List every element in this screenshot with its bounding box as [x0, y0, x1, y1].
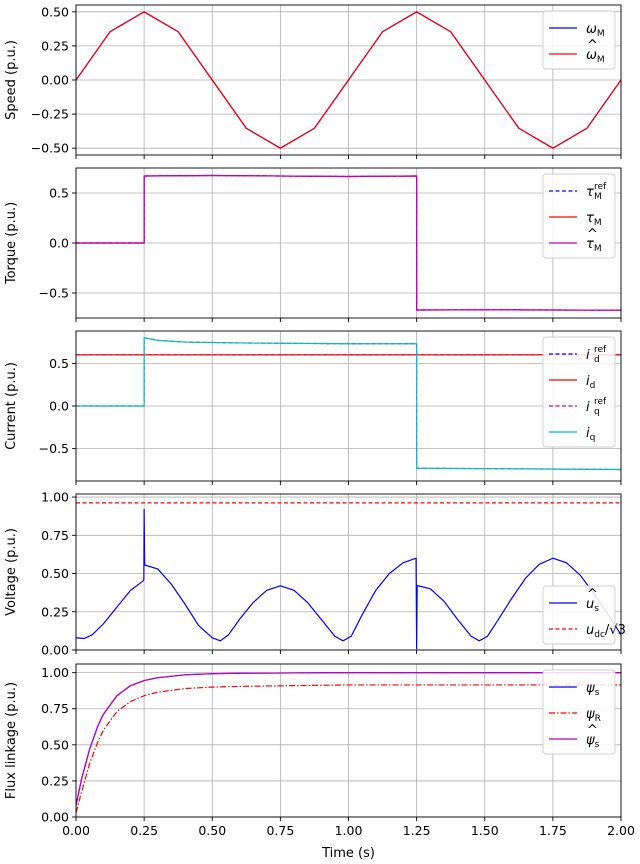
x-tick-label: 0.75 [266, 823, 294, 838]
subplot-5: 1.00 0.75 0.50 0.25 0.000.00 0.25 0.50 0.75 1.00… [4, 663, 635, 861]
y-tick-label: 0.50 [41, 4, 69, 19]
legend-entry-3: τM [586, 237, 602, 254]
legend-box [542, 173, 616, 259]
legend-entry-1: i ref d [586, 345, 607, 365]
y-axis-label: Speed (p.u.) [4, 40, 19, 120]
series-line-3 [76, 672, 621, 806]
hat-mark: ^ [587, 587, 598, 602]
x-tick-label: 1.00 [335, 823, 363, 838]
y-tick-label: 1.00 [41, 665, 69, 680]
y-axis-label: Current (p.u.) [4, 362, 19, 450]
legend-box [542, 336, 616, 448]
legend-entry-2: ωM [586, 48, 605, 65]
legend: ωM ωM^ [542, 10, 616, 70]
hat-mark: ^ [587, 723, 598, 738]
y-tick-label: 0.75 [41, 528, 69, 543]
legend: τref M τM τM^ [542, 173, 616, 259]
legend-box [542, 585, 616, 645]
legend-entry-2: ψR [586, 707, 601, 724]
legend-entry-1: ωM [586, 22, 605, 39]
legend-entry-2: τM [586, 211, 602, 228]
y-tick-label: −0.5 [39, 286, 69, 301]
y-tick-label: 0.0 [49, 399, 69, 414]
y-tick-label: 0.50 [41, 566, 69, 581]
x-tick-label: 0.00 [62, 823, 90, 838]
y-tick-label: 0.0 [49, 236, 69, 251]
series-line-1 [76, 508, 621, 650]
subplot-4: 1.00 0.75 0.50 0.25 0.00 Voltage (p.u.) us^ udc… [4, 490, 626, 658]
x-tick-label: 2.00 [607, 823, 635, 838]
subplot-2: 0.5 0.0 −0.5 Torque (p.u.) τref M τM τM^ [4, 167, 622, 322]
x-tick-label: 1.75 [539, 823, 567, 838]
series-line-3 [76, 174, 621, 311]
y-tick-label: 1.00 [41, 490, 69, 505]
legend-entry-2: udc/√3 [586, 623, 626, 640]
legend: us^ udc/√3 [542, 585, 626, 645]
series-line-2 [76, 684, 621, 813]
y-tick-label: 0.5 [49, 356, 69, 371]
legend-entry-3: ψs [586, 733, 600, 750]
legend-entry-1: ψs [586, 681, 600, 698]
y-tick-label: 0.25 [41, 38, 69, 53]
legend-entry-2: id [586, 374, 595, 391]
y-tick-label: 0.25 [41, 604, 69, 619]
legend-entry-1: τref M [586, 182, 607, 202]
legend-entry-3: i ref q [586, 397, 607, 417]
legend-entry-1: us [586, 597, 599, 614]
y-tick-label: 0.00 [41, 643, 69, 658]
legend-box [542, 669, 616, 755]
subplot-1: 0.50 0.25 0.00 −0.25 −0.50 Speed (p.u.) ωM ωM^ [4, 4, 622, 159]
y-axis-label: Flux linkage (p.u.) [4, 682, 19, 799]
subplot-3: 0.5 0.0 −0.5 Current (p.u.) i ref d id i ref q iq [4, 330, 622, 485]
y-tick-label: −0.50 [31, 141, 69, 156]
y-tick-label: 0.00 [41, 810, 69, 825]
y-tick-label: 0.50 [41, 737, 69, 752]
y-tick-label: 0.5 [49, 186, 69, 201]
y-tick-label: −0.25 [31, 107, 69, 122]
x-tick-label: 0.50 [198, 823, 226, 838]
legend-entry-4: iq [586, 426, 595, 443]
y-axis-label: Voltage (p.u.) [4, 528, 19, 616]
y-tick-label: −0.5 [39, 441, 69, 456]
legend: i ref d id i ref q iq [542, 336, 616, 448]
series-line-4 [76, 337, 621, 471]
x-axis-label: Time (s) [321, 846, 375, 861]
y-tick-label: 0.75 [41, 701, 69, 716]
x-tick-label: 1.50 [471, 823, 499, 838]
x-tick-label: 0.25 [130, 823, 158, 838]
series-line-2 [76, 11, 621, 149]
y-axis-label: Torque (p.u.) [4, 202, 19, 285]
hat-mark: ^ [587, 38, 598, 53]
x-tick-label: 1.25 [403, 823, 431, 838]
y-tick-label: 0.00 [41, 73, 69, 88]
hat-mark: ^ [587, 227, 598, 242]
y-tick-label: 0.25 [41, 773, 69, 788]
